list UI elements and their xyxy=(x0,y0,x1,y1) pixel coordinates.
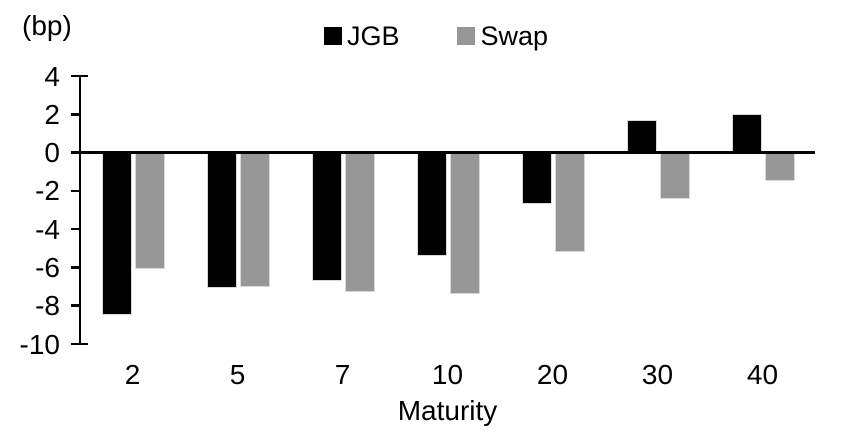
y-axis-line xyxy=(78,74,82,346)
legend-item-swap: Swap xyxy=(457,20,549,51)
y-tick-label: 0 xyxy=(44,137,60,169)
bar-swap-7 xyxy=(344,152,375,293)
jgb-legend-label: JGB xyxy=(346,20,400,51)
bar-jgb-5 xyxy=(206,152,237,289)
y-tick-mark xyxy=(70,266,81,269)
bar-jgb-40 xyxy=(731,114,762,153)
legend-item-jgb: JGB xyxy=(323,20,400,51)
y-tick-label: 2 xyxy=(44,98,60,130)
y-tick-mark xyxy=(70,74,88,78)
y-tick-mark xyxy=(70,151,81,154)
bar-swap-2 xyxy=(134,152,165,270)
bar-jgb-30 xyxy=(626,120,657,153)
bar-swap-30 xyxy=(659,152,690,199)
x-tick-label: 10 xyxy=(431,359,464,390)
y-axis-unit-label: (bp) xyxy=(22,10,72,41)
y-tick-mark xyxy=(70,227,81,231)
y-tick-label: -2 xyxy=(35,175,60,207)
x-axis-title: Maturity xyxy=(397,395,498,426)
y-tick-mark xyxy=(70,342,88,346)
swap-legend-swatch-icon xyxy=(457,27,476,45)
bar-swap-20 xyxy=(554,152,585,253)
x-tick-label: 7 xyxy=(334,359,351,390)
y-tick-mark xyxy=(70,189,81,193)
bar-swap-10 xyxy=(449,152,480,295)
bar-jgb-2 xyxy=(101,152,132,316)
y-tick-mark xyxy=(70,112,81,116)
swap-legend-label: Swap xyxy=(480,20,549,51)
y-tick-label: -4 xyxy=(35,213,60,245)
bar-swap-40 xyxy=(764,152,795,182)
x-tick-label: 5 xyxy=(229,359,246,390)
y-tick-label: 4 xyxy=(44,60,60,92)
bar-jgb-20 xyxy=(521,152,552,205)
x-tick-label: 2 xyxy=(124,359,141,390)
legend: JGB Swap xyxy=(10,20,852,51)
zero-baseline xyxy=(78,151,815,154)
bar-jgb-7 xyxy=(311,152,342,281)
y-tick-label: -10 xyxy=(19,328,60,360)
x-tick-label: 30 xyxy=(641,359,674,390)
x-tick-label: 40 xyxy=(746,359,779,390)
y-tick-label: -8 xyxy=(35,290,60,322)
y-tick-mark xyxy=(70,304,81,307)
bar-swap-5 xyxy=(239,152,270,287)
x-tick-label: 20 xyxy=(536,359,569,390)
jgb-legend-swatch-icon xyxy=(323,27,342,45)
bar-jgb-10 xyxy=(416,152,447,256)
y-tick-label: -6 xyxy=(35,251,60,283)
